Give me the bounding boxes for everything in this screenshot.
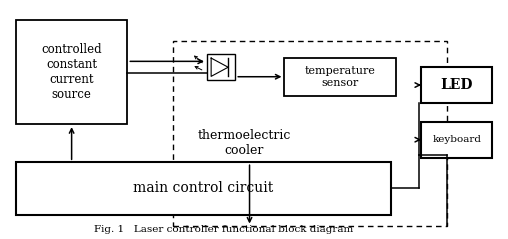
Text: keyboard: keyboard [432, 135, 481, 144]
Bar [421, 122, 492, 158]
Text: Fig. 1   Laser controller functional block diagram: Fig. 1 Laser controller functional block… [94, 225, 353, 234]
Bar [284, 58, 396, 96]
Bar [173, 41, 447, 226]
Text: controlled
constant
current
source: controlled constant current source [41, 43, 102, 101]
Text: thermoelectric
cooler: thermoelectric cooler [197, 129, 291, 157]
Bar [421, 67, 492, 103]
Text: temperature
sensor: temperature sensor [305, 66, 375, 87]
Text: LED: LED [440, 78, 473, 92]
Bar [16, 162, 391, 215]
Bar [207, 54, 235, 80]
Text: main control circuit: main control circuit [133, 181, 273, 196]
Bar [16, 20, 128, 124]
